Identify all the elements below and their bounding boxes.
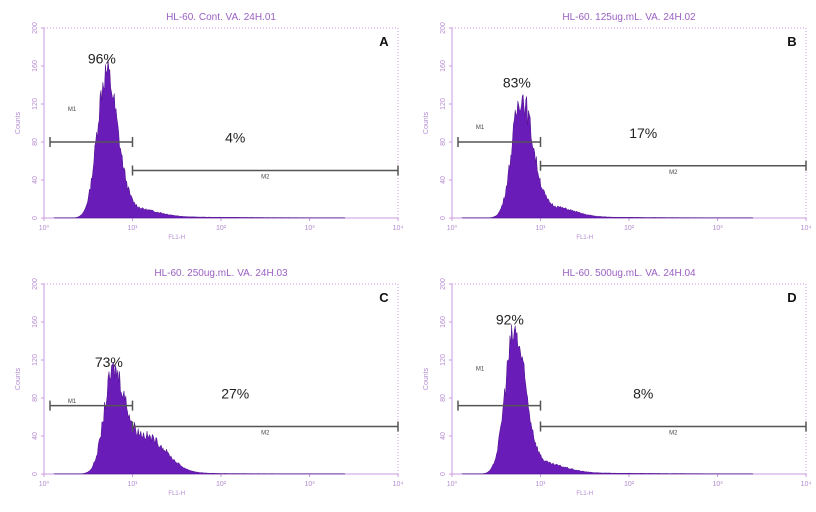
y-tick-label: 0 (440, 472, 447, 476)
gate-percent: 73% (95, 354, 123, 370)
gate-percent: 96% (88, 51, 116, 67)
x-tick-label: 10³ (712, 225, 723, 232)
histogram-panel-c: HL-60. 250ug.mL. VA. 24H.03 0 40 80 120 160 20… (0, 256, 408, 512)
y-tick-label: 160 (440, 60, 447, 72)
x-tick-label: 10⁴ (393, 225, 404, 232)
y-tick-label: 40 (32, 176, 39, 184)
y-tick-label: 0 (32, 472, 39, 476)
panel-letter: C (379, 290, 389, 305)
x-tick-label: 10⁰ (447, 224, 458, 232)
gate-percent: 4% (225, 130, 245, 146)
histogram-svg: HL-60. 500ug.mL. VA. 24H.04 0 40 80 120 160 20… (423, 268, 812, 497)
x-tick-label: 10⁰ (39, 480, 50, 488)
x-axis-label: FL1-H (168, 491, 185, 497)
panel-letter: D (787, 290, 796, 305)
y-tick-label: 200 (32, 22, 39, 34)
x-tick-label: 10⁴ (393, 481, 404, 488)
x-tick-label: 10³ (304, 225, 315, 232)
y-tick-label: 0 (440, 216, 447, 220)
y-axis-label: Counts (15, 367, 22, 390)
histogram-svg: HL-60. 125ug.mL. VA. 24H.02 0 40 80 120 160 20… (423, 12, 812, 241)
y-tick-label: 160 (440, 316, 447, 328)
histogram-area (53, 362, 346, 475)
y-tick-label: 80 (32, 138, 39, 146)
x-tick-label: 10¹ (127, 481, 138, 488)
y-tick-label: 80 (440, 138, 447, 146)
gate-label: M2 (261, 175, 270, 181)
histogram-panel-b: HL-60. 125ug.mL. VA. 24H.02 0 40 80 120 160 20… (408, 0, 816, 256)
plot-frame (43, 283, 399, 475)
gate-label: M1 (68, 399, 77, 405)
x-tick-label: 10¹ (535, 481, 546, 488)
gate-label: M1 (476, 125, 485, 131)
panel-title: HL-60. Cont. VA. 24H.01 (166, 12, 276, 23)
y-tick-label: 120 (440, 354, 447, 366)
gate-percent: 92% (496, 311, 524, 327)
x-tick-label: 10² (216, 481, 227, 488)
y-tick-label: 200 (32, 278, 39, 290)
y-tick-label: 0 (32, 216, 39, 220)
x-tick-label: 10¹ (535, 225, 546, 232)
x-tick-label: 10³ (304, 481, 315, 488)
gate-label: M1 (476, 367, 485, 373)
histogram-svg: HL-60. 250ug.mL. VA. 24H.03 0 40 80 120 160 20… (15, 268, 404, 497)
plot-frame (451, 27, 807, 219)
y-tick-label: 40 (440, 176, 447, 184)
y-tick-label: 80 (32, 394, 39, 402)
x-axis-label: FL1-H (576, 235, 593, 241)
histogram-area (53, 59, 346, 219)
x-tick-label: 10³ (712, 481, 723, 488)
histogram-panel-d: HL-60. 500ug.mL. VA. 24H.04 0 40 80 120 160 20… (408, 256, 816, 512)
y-tick-label: 80 (440, 394, 447, 402)
y-tick-label: 160 (32, 316, 39, 328)
panel-letter: B (787, 34, 796, 49)
panel-letter: A (379, 34, 389, 49)
x-tick-label: 10⁰ (447, 480, 458, 488)
gate-label: M2 (261, 431, 270, 437)
x-tick-label: 10⁰ (39, 224, 50, 232)
y-tick-label: 40 (32, 432, 39, 440)
x-axis-label: FL1-H (576, 491, 593, 497)
y-tick-label: 120 (32, 354, 39, 366)
x-tick-label: 10¹ (127, 225, 138, 232)
gate-label: M2 (669, 170, 678, 176)
gate-label: M1 (68, 107, 77, 113)
y-axis-label: Counts (15, 111, 22, 134)
x-axis-label: FL1-H (168, 235, 185, 241)
gate-label: M2 (669, 431, 678, 437)
histogram-area (461, 324, 754, 475)
histogram-panel-a: HL-60. Cont. VA. 24H.01 0 40 80 120 160 200 10⁰… (0, 0, 408, 256)
y-axis-label: Counts (423, 367, 430, 390)
y-tick-label: 160 (32, 60, 39, 72)
y-tick-label: 200 (440, 278, 447, 290)
panel-title: HL-60. 125ug.mL. VA. 24H.02 (562, 12, 696, 23)
y-tick-label: 40 (440, 432, 447, 440)
x-tick-label: 10² (624, 225, 635, 232)
x-tick-label: 10⁴ (801, 481, 812, 488)
panel-title: HL-60. 500ug.mL. VA. 24H.04 (562, 268, 696, 279)
x-tick-label: 10² (624, 481, 635, 488)
y-tick-label: 120 (32, 98, 39, 110)
gate-percent: 8% (633, 386, 653, 402)
gate-percent: 83% (503, 74, 531, 90)
histogram-area (461, 93, 754, 219)
y-tick-label: 120 (440, 98, 447, 110)
gate-percent: 27% (221, 386, 249, 402)
y-tick-label: 200 (440, 22, 447, 34)
x-tick-label: 10² (216, 225, 227, 232)
histogram-svg: HL-60. Cont. VA. 24H.01 0 40 80 120 160 200 10⁰… (15, 12, 404, 241)
y-axis-label: Counts (423, 111, 430, 134)
panel-title: HL-60. 250ug.mL. VA. 24H.03 (154, 268, 288, 279)
x-tick-label: 10⁴ (801, 225, 812, 232)
gate-percent: 17% (629, 125, 657, 141)
